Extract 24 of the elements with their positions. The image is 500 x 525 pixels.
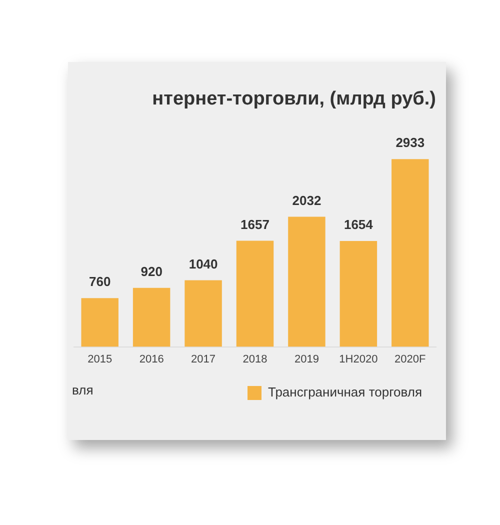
bar [81, 298, 118, 347]
bar [340, 240, 378, 347]
bar [392, 159, 429, 347]
x-tick-label: 1H2020 [339, 353, 378, 366]
data-label: 1654 [344, 217, 374, 232]
text: вля [72, 382, 94, 398]
data-label: 920 [140, 264, 162, 279]
x-tick-label: 2020F [394, 353, 426, 366]
x-tick-label: 2017 [191, 353, 216, 366]
x-tick-label: 2015 [88, 353, 112, 366]
data-label: 2933 [396, 135, 425, 150]
data-label: 1040 [188, 256, 218, 272]
data-label: 2032 [292, 192, 322, 208]
bar [184, 280, 222, 347]
bar [132, 288, 170, 347]
x-tick-label: 2016 [139, 353, 164, 366]
data-label: 760 [89, 274, 111, 290]
x-tick-label: 2019 [294, 353, 319, 366]
data-label: 1657 [240, 216, 270, 232]
bar [236, 240, 274, 347]
legend-label: Трансграничная торговля [268, 384, 422, 400]
bar [288, 216, 326, 347]
chart-title: нтернет-торговли, (млрд руб.) [152, 88, 436, 110]
x-tick-label: 2018 [242, 353, 268, 366]
